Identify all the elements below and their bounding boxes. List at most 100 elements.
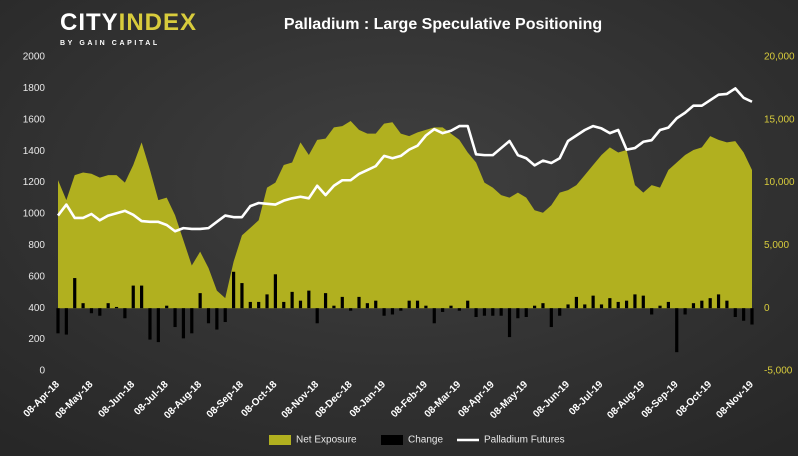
bar bbox=[89, 308, 94, 314]
bar bbox=[198, 293, 202, 309]
bar bbox=[56, 308, 60, 334]
bar bbox=[114, 306, 119, 309]
legend-swatch bbox=[381, 435, 403, 445]
bar bbox=[558, 308, 562, 316]
bar bbox=[750, 308, 754, 325]
y-tick-label: 1600 bbox=[23, 114, 46, 125]
bar bbox=[549, 308, 553, 328]
bar bbox=[206, 308, 211, 324]
bar bbox=[148, 308, 152, 340]
bar bbox=[307, 290, 311, 309]
bar bbox=[624, 300, 629, 309]
bar bbox=[533, 305, 537, 309]
bar bbox=[616, 301, 620, 309]
bar bbox=[106, 303, 110, 309]
bar bbox=[190, 308, 194, 334]
bar bbox=[340, 296, 344, 309]
legend-label: Change bbox=[408, 435, 443, 446]
bar bbox=[675, 308, 679, 353]
bar bbox=[633, 294, 637, 309]
y2-tick-label: 20,000 bbox=[764, 52, 795, 63]
bar bbox=[591, 295, 595, 309]
bar bbox=[181, 308, 186, 339]
y-tick-label: 200 bbox=[28, 334, 45, 345]
y2-tick-label: 5,000 bbox=[764, 240, 789, 251]
legend-label: Net Exposure bbox=[296, 435, 357, 446]
bar bbox=[574, 296, 579, 309]
bar bbox=[290, 291, 294, 309]
bar bbox=[641, 295, 645, 309]
bar bbox=[708, 298, 712, 309]
bar bbox=[382, 308, 386, 316]
y2-tick-label: 15,000 bbox=[764, 114, 795, 125]
y-tick-label: 1400 bbox=[23, 146, 46, 157]
bar bbox=[323, 293, 328, 309]
bar bbox=[265, 294, 269, 309]
bar bbox=[156, 308, 160, 343]
bar bbox=[491, 308, 495, 316]
bar bbox=[231, 271, 236, 309]
bar bbox=[282, 301, 286, 309]
y-tick-label: 2000 bbox=[23, 52, 46, 63]
bar bbox=[349, 308, 353, 311]
bar bbox=[64, 308, 68, 335]
y2-tick-label: 0 bbox=[764, 303, 770, 314]
bar bbox=[666, 301, 670, 309]
bar bbox=[140, 285, 144, 309]
bar bbox=[499, 308, 503, 316]
logo: CITYINDEX bbox=[60, 9, 197, 36]
bar bbox=[315, 308, 319, 324]
bar bbox=[608, 298, 612, 309]
bar bbox=[390, 308, 395, 315]
bar bbox=[131, 285, 135, 309]
bar bbox=[683, 308, 687, 315]
bar bbox=[407, 300, 411, 309]
bar bbox=[399, 308, 403, 311]
bar bbox=[374, 300, 378, 309]
area bbox=[58, 121, 752, 309]
bar bbox=[474, 308, 478, 317]
chart-title: Palladium : Large Speculative Positionin… bbox=[284, 16, 602, 33]
bar bbox=[466, 300, 470, 309]
bar bbox=[507, 308, 512, 338]
legend-swatch bbox=[269, 435, 291, 445]
bar bbox=[524, 308, 528, 317]
y-tick-label: 1000 bbox=[23, 209, 46, 220]
bar bbox=[650, 308, 654, 315]
bar bbox=[541, 303, 545, 309]
bar bbox=[658, 305, 662, 309]
bar bbox=[432, 308, 436, 324]
bar bbox=[457, 308, 461, 311]
bar bbox=[742, 308, 746, 321]
y-tick-label: 400 bbox=[28, 303, 45, 314]
logo-index: INDEX bbox=[119, 9, 197, 36]
bar bbox=[215, 308, 219, 330]
bar bbox=[516, 308, 520, 319]
bar bbox=[691, 303, 696, 309]
bar bbox=[449, 305, 453, 309]
bar bbox=[240, 283, 244, 309]
bar bbox=[81, 303, 85, 309]
y-tick-label: 0 bbox=[39, 366, 45, 377]
bar bbox=[257, 301, 261, 309]
bar bbox=[725, 300, 729, 309]
bar bbox=[566, 304, 570, 309]
bar bbox=[599, 304, 604, 309]
bar bbox=[583, 304, 587, 309]
bar bbox=[424, 305, 428, 309]
bar bbox=[98, 308, 102, 316]
bar bbox=[273, 274, 277, 309]
bar bbox=[223, 308, 227, 323]
y-tick-label: 600 bbox=[28, 271, 45, 282]
logo-city: CITY bbox=[60, 9, 119, 36]
bar bbox=[482, 308, 487, 316]
bar bbox=[165, 305, 169, 309]
bar bbox=[415, 300, 420, 309]
y-tick-label: 1200 bbox=[23, 177, 46, 188]
bar bbox=[700, 300, 704, 309]
y-tick-label: 800 bbox=[28, 240, 45, 251]
bar bbox=[73, 278, 77, 309]
bar bbox=[441, 308, 445, 312]
